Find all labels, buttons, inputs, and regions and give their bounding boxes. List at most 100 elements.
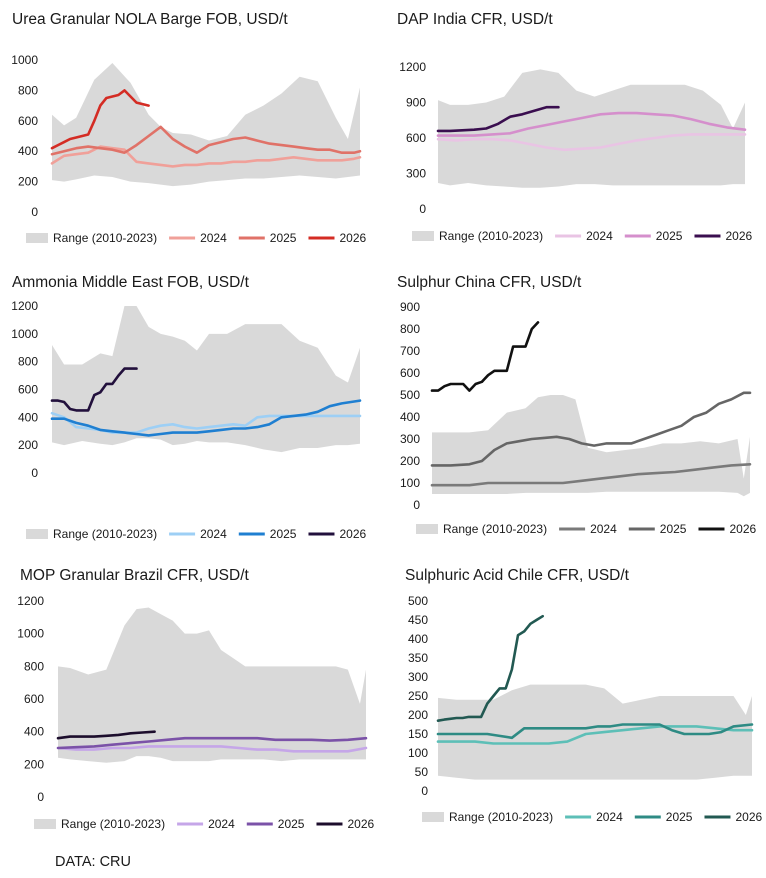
series-line-2024	[436, 133, 747, 152]
y-tick-label: 200	[18, 438, 38, 452]
legend: Range (2010-2023) 2024 2025 2026	[34, 817, 375, 831]
y-tick-label: 900	[400, 300, 420, 314]
legend-2024-label: 2024	[596, 810, 623, 824]
series-line-2024	[436, 725, 754, 745]
y-tick-label: 800	[18, 355, 38, 369]
range-band	[432, 395, 750, 497]
legend-2024-label: 2024	[586, 229, 613, 243]
y-tick-label: 400	[400, 410, 420, 424]
y-tick-label: 600	[18, 114, 38, 128]
legend-range-label: Range (2010-2023)	[61, 817, 165, 831]
series-line-2026	[50, 367, 138, 412]
legend-2025-label: 2025	[656, 229, 683, 243]
y-tick-label: 600	[406, 131, 426, 145]
legend-range-label: Range (2010-2023)	[53, 527, 157, 541]
y-tick-label: 500	[408, 594, 428, 608]
y-tick-label: 300	[406, 167, 426, 181]
y-tick-label: 1200	[11, 299, 38, 313]
chart-panel-6: Sulphuric Acid Chile CFR, USD/t 0 50 100 150…	[405, 567, 763, 824]
chart-title: Sulphur China CFR, USD/t	[397, 274, 582, 291]
y-tick-label: 800	[24, 659, 44, 673]
chart-panel-2: DAP India CFR, USD/t 0 300 600 900 1200 Range …	[397, 11, 753, 243]
y-tick-label: 200	[24, 757, 44, 771]
series-line-2025	[56, 736, 368, 750]
legend: Range (2010-2023) 2024 2025 2026	[416, 522, 757, 536]
series-line-2024	[50, 145, 362, 168]
legend-range-label: Range (2010-2023)	[449, 810, 553, 824]
legend-2025-label: 2025	[270, 527, 297, 541]
legend-2024-label: 2024	[208, 817, 235, 831]
range-band	[438, 69, 745, 188]
legend-swatch-range	[26, 529, 48, 539]
y-tick-label: 400	[24, 725, 44, 739]
legend-2025-label: 2025	[278, 817, 305, 831]
y-tick-label: 200	[408, 708, 428, 722]
y-tick-label: 350	[408, 651, 428, 665]
chart-panel-5: MOP Granular Brazil CFR, USD/t 0 200 400 600…	[17, 567, 374, 831]
series-line-2025	[436, 111, 747, 137]
chart-panel-4: Sulphur China CFR, USD/t 0 100 200 300 400 500…	[397, 274, 757, 536]
y-tick-label: 400	[18, 144, 38, 158]
y-tick-label: 1200	[399, 60, 426, 74]
y-tick-label: 50	[415, 765, 429, 779]
legend-swatch-range	[416, 524, 438, 534]
source-note: DATA: CRU	[55, 854, 131, 870]
y-tick-label: 100	[408, 746, 428, 760]
y-tick-label: 600	[24, 692, 44, 706]
y-tick-label: 150	[408, 727, 428, 741]
legend: Range (2010-2023) 2024 2025 2026	[412, 229, 753, 243]
series-line-2025	[50, 399, 362, 437]
y-tick-label: 1000	[11, 53, 38, 67]
legend-2024-label: 2024	[200, 527, 227, 541]
y-tick-label: 900	[406, 96, 426, 110]
legend-swatch-range	[412, 231, 434, 241]
y-tick-label: 400	[18, 410, 38, 424]
legend-2025-label: 2025	[666, 810, 693, 824]
series-line-2026	[436, 614, 545, 723]
y-tick-label: 700	[400, 344, 420, 358]
legend-2026-label: 2026	[347, 817, 374, 831]
y-tick-label: 300	[408, 670, 428, 684]
chart-panel-3: Ammonia Middle East FOB, USD/t 0 200 400 600…	[11, 274, 366, 541]
y-tick-label: 300	[400, 432, 420, 446]
chart-title: MOP Granular Brazil CFR, USD/t	[20, 567, 250, 584]
legend-2026-label: 2026	[725, 229, 752, 243]
series-line-2026	[56, 730, 156, 740]
series-line-2025	[50, 125, 362, 156]
y-tick-label: 800	[400, 322, 420, 336]
y-tick-label: 400	[408, 632, 428, 646]
legend-2026-label: 2026	[729, 522, 756, 536]
chart-title: Sulphuric Acid Chile CFR, USD/t	[405, 567, 630, 584]
y-tick-label: 0	[421, 784, 428, 798]
chart-panel-1: Urea Granular NOLA Barge FOB, USD/t 0 200 4…	[11, 11, 366, 245]
series-line-2024	[430, 462, 752, 487]
y-tick-label: 0	[31, 466, 38, 480]
chart-title: Ammonia Middle East FOB, USD/t	[12, 274, 250, 291]
y-tick-label: 0	[419, 202, 426, 216]
chart-title: Urea Granular NOLA Barge FOB, USD/t	[12, 11, 288, 28]
series-line-2024	[56, 745, 368, 753]
legend-2024-label: 2024	[200, 231, 227, 245]
y-tick-label: 0	[31, 205, 38, 219]
legend-range-label: Range (2010-2023)	[443, 522, 547, 536]
legend-2025-label: 2025	[270, 231, 297, 245]
legend-2026-label: 2026	[339, 527, 366, 541]
range-band	[52, 63, 360, 187]
legend-2025-label: 2025	[660, 522, 687, 536]
chart-title: DAP India CFR, USD/t	[397, 11, 553, 28]
legend-swatch-range	[34, 819, 56, 829]
series-line-2025	[436, 723, 754, 740]
legend: Range (2010-2023) 2024 2025 2026	[26, 231, 367, 245]
y-tick-label: 100	[400, 476, 420, 490]
y-tick-label: 0	[37, 790, 44, 804]
legend-range-label: Range (2010-2023)	[53, 231, 157, 245]
legend-swatch-range	[422, 812, 444, 822]
legend-swatch-range	[26, 233, 48, 243]
y-tick-label: 1000	[11, 327, 38, 341]
series-line-2026	[50, 89, 150, 150]
legend: Range (2010-2023) 2024 2025 2026	[26, 527, 367, 541]
y-tick-label: 200	[400, 454, 420, 468]
y-tick-label: 200	[18, 175, 38, 189]
y-tick-label: 0	[413, 498, 420, 512]
